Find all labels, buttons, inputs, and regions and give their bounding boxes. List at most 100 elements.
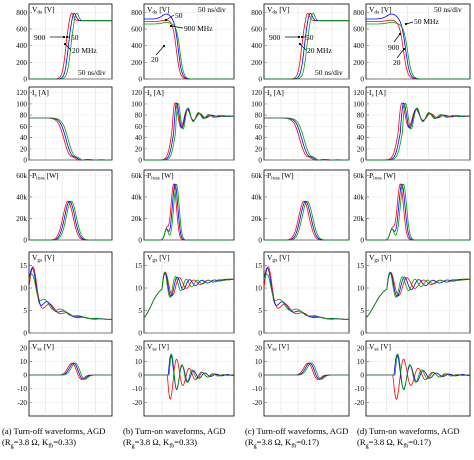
y-tick-label: 0 xyxy=(360,372,364,380)
plot-frame xyxy=(263,251,350,334)
subplot-a-5: -20 -10 0 10 20 Vss [V] xyxy=(17,340,113,417)
y-tick-label: 40 xyxy=(20,134,28,142)
series-line-50 xyxy=(263,267,349,320)
y-axis-label: Vss [V] xyxy=(267,342,289,353)
annotation-arrowhead xyxy=(162,44,166,48)
x-scale-label: 50 ns/div xyxy=(78,68,106,77)
x-scale-label: 50 ns/div xyxy=(315,68,343,77)
series-line-50 xyxy=(144,353,234,390)
y-tick-label: 15 xyxy=(357,262,365,270)
y-axis-label: Vgs [V] xyxy=(267,253,290,264)
annotation-label: 50 xyxy=(175,11,183,20)
y-tick-label: 20 xyxy=(255,344,263,352)
y-axis-label: Ploss [W] xyxy=(369,171,396,182)
y-tick-label: 800 xyxy=(131,9,142,17)
y-tick-label: 600 xyxy=(16,26,27,34)
subplot-b-5: -20 -10 0 10 20 Vss [V] xyxy=(132,340,235,417)
plot-frame xyxy=(365,86,471,161)
y-tick-label: 0 xyxy=(138,330,142,338)
subplot-d-4: 0 5 10 15 Vgs [V] xyxy=(357,251,471,338)
y-tick-label: 0 xyxy=(23,372,27,380)
caption-c: (c) Turn-off waveforms, AGD (Rg=3.8 Ω, K… xyxy=(245,426,348,453)
series-line-50 xyxy=(366,102,470,161)
series-line-20-mhz xyxy=(264,200,349,241)
y-tick-label: 400 xyxy=(251,42,262,50)
y-tick-label: 0 xyxy=(138,237,142,245)
y-tick-label: 20 xyxy=(357,344,365,352)
series-line-900 xyxy=(366,353,470,391)
y-tick-label: 0 xyxy=(258,157,262,165)
annotation-arrowhead xyxy=(297,35,301,39)
subplot-d-1: 0 200 400 600 800 Vds [V] xyxy=(353,3,471,84)
y-tick-label: 15 xyxy=(255,262,263,270)
y-axis-label: Vss [V] xyxy=(369,342,391,353)
y-tick-label: 80 xyxy=(255,112,263,120)
y-tick-label: 120 xyxy=(251,89,262,97)
plot-frame xyxy=(365,340,471,417)
subplot-b-3: 0 20k 40k 60k Ploss [W] xyxy=(131,169,235,245)
subplot-b-4: 0 5 10 15 Vgs [V] xyxy=(135,251,235,338)
y-axis-label: Vgs [V] xyxy=(147,253,170,264)
series-line-900 xyxy=(263,273,349,320)
series-line-900 xyxy=(264,12,349,80)
y-tick-label: 20k xyxy=(251,215,262,223)
y-tick-label: 60 xyxy=(357,123,365,131)
y-tick-label: 80 xyxy=(20,112,28,120)
y-axis-label: Is [A] xyxy=(267,88,284,99)
series-line-50 xyxy=(28,267,112,320)
series-line-50 xyxy=(264,362,349,380)
series-line-50 xyxy=(144,102,234,161)
y-tick-label: -10 xyxy=(354,385,364,393)
series-line-900 xyxy=(143,271,234,319)
subplot-d-3: 0 20k 40k 60k Ploss [W] xyxy=(353,169,471,245)
caption-a: (a) Turn-off waveforms, AGD (Rg=3.8 Ω, K… xyxy=(2,426,105,453)
y-axis-label: Is [A] xyxy=(369,88,386,99)
series-line-900 xyxy=(264,200,349,241)
y-tick-label: 200 xyxy=(131,59,142,67)
plot-frame xyxy=(143,3,235,80)
subplot-a-3: 0 20k 40k 60k Ploss [W] xyxy=(16,169,113,245)
y-tick-label: 60k xyxy=(353,172,364,180)
y-tick-label: 0 xyxy=(23,76,27,84)
y-tick-label: 10 xyxy=(255,285,263,293)
annotation-arrowhead xyxy=(63,42,67,46)
caption-c-line2: (Rg=3.8 Ω, Kfb=0.17) xyxy=(245,437,319,450)
y-tick-label: 0 xyxy=(258,76,262,84)
subplot-a-4: 0 5 10 15 Vgs [V] xyxy=(20,251,113,338)
subplot-c-1: 0 200 400 600 800 Vds [V] xyxy=(251,3,350,84)
x-scale-label: 50 ns/div xyxy=(198,5,226,14)
y-tick-label: 100 xyxy=(16,100,27,108)
y-tick-label: 20 xyxy=(135,145,143,153)
caption-d-line2: (Rg=3.8 Ω, Kfb=0.17) xyxy=(357,437,431,450)
series-line-900 xyxy=(144,102,234,161)
subplot-c-3: 0 20k 40k 60k Ploss [W] xyxy=(251,169,350,245)
y-tick-label: 800 xyxy=(16,9,27,17)
annotation-label: 20 xyxy=(393,58,401,67)
y-tick-label: 100 xyxy=(251,100,262,108)
annotation-arrowhead xyxy=(164,18,168,22)
annotation-label: 900 MHz xyxy=(184,24,213,33)
y-tick-label: 0 xyxy=(258,237,262,245)
y-tick-label: -20 xyxy=(132,399,142,407)
y-axis-label: Vgs [V] xyxy=(32,253,55,264)
y-tick-label: 0 xyxy=(360,237,364,245)
y-tick-label: 20 xyxy=(20,344,28,352)
y-tick-label: 60 xyxy=(135,123,143,131)
y-tick-label: 5 xyxy=(138,307,142,315)
y-axis-label: Is [A] xyxy=(147,88,164,99)
series-line-900 xyxy=(144,22,234,80)
y-axis-label: Ploss [W] xyxy=(32,171,59,182)
y-tick-label: 10 xyxy=(20,285,28,293)
y-tick-label: 20 xyxy=(20,145,28,153)
subplot-d-5: -20 -10 0 10 20 Vss [V] xyxy=(354,340,471,417)
y-tick-label: 20k xyxy=(16,215,27,223)
plot-frame xyxy=(365,251,471,334)
annotation-arrow xyxy=(299,43,307,51)
caption-a-line2: (Rg=3.8 Ω, Kfb=0.33) xyxy=(2,437,76,450)
annotation-arrowhead xyxy=(169,24,173,28)
series-line-900 xyxy=(144,183,234,241)
caption-c-line1: (c) Turn-off waveforms, AGD xyxy=(245,426,349,436)
y-tick-label: 0 xyxy=(138,157,142,165)
y-tick-label: 0 xyxy=(360,76,364,84)
